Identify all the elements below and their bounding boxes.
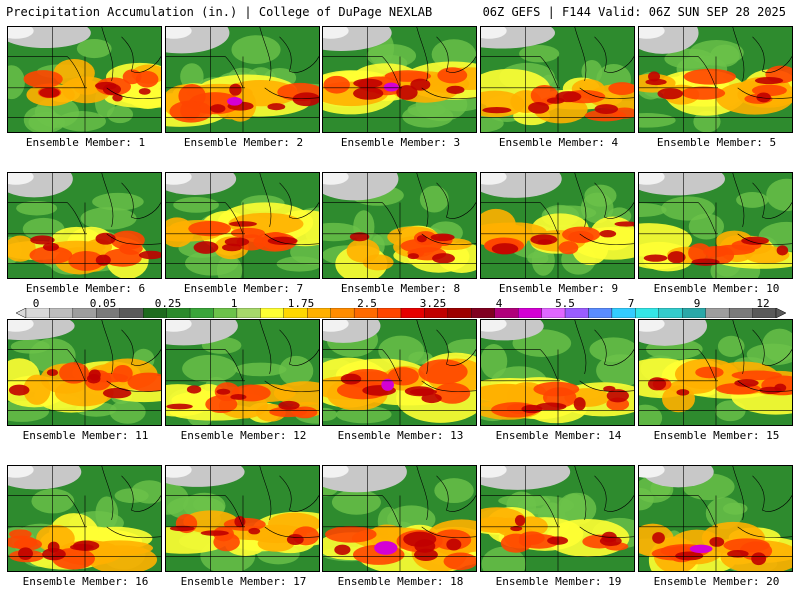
ensemble-member-label: Ensemble Member: 3: [340, 136, 461, 149]
colorbar-segment: [236, 308, 261, 318]
ensemble-member-map: [165, 26, 320, 133]
colorbar-tick-label: 5.5: [555, 297, 575, 310]
ensemble-member-map: [7, 172, 162, 279]
colorbar-segment: [658, 308, 683, 318]
ensemble-member-label: Ensemble Member: 16: [22, 575, 149, 588]
colorbar-tick-label: 12: [756, 297, 770, 310]
ensemble-member-map: [322, 319, 477, 426]
ensemble-member-label: Ensemble Member: 12: [180, 429, 307, 442]
colorbar-right-arrow: [775, 308, 786, 318]
ensemble-member-map: [7, 465, 162, 572]
ensemble-member-map: [165, 319, 320, 426]
colorbar-tick-label: 0: [32, 297, 40, 310]
ensemble-member-label: Ensemble Member: 11: [22, 429, 149, 442]
colorbar-segment: [705, 308, 730, 318]
precipitation-colorbar: [16, 308, 786, 318]
ensemble-member-label: Ensemble Member: 8: [340, 282, 461, 295]
ensemble-member-map: [480, 26, 635, 133]
ensemble-member-label: Ensemble Member: 15: [653, 429, 780, 442]
colorbar-segment: [119, 308, 144, 318]
colorbar-segment: [377, 308, 402, 318]
colorbar-tick-label: 1.75: [287, 297, 315, 310]
ensemble-member-label: Ensemble Member: 19: [495, 575, 622, 588]
colorbar-tick-label: 4: [495, 297, 503, 310]
colorbar-segment: [471, 308, 495, 318]
colorbar-tick-label: 2.5: [357, 297, 377, 310]
ensemble-member-map: [322, 172, 477, 279]
ensemble-member-map: [480, 465, 635, 572]
ensemble-member-map: [480, 172, 635, 279]
colorbar-segment: [447, 308, 472, 318]
ensemble-member-map: [165, 172, 320, 279]
ensemble-member-label: Ensemble Member: 10: [653, 282, 780, 295]
ensemble-member-label: Ensemble Member: 2: [183, 136, 304, 149]
ensemble-member-label: Ensemble Member: 18: [337, 575, 464, 588]
ensemble-member-label: Ensemble Member: 1: [25, 136, 146, 149]
ensemble-member-map: [165, 465, 320, 572]
ensemble-member-map: [638, 172, 793, 279]
colorbar-segment: [260, 308, 284, 318]
colorbar-segment: [330, 308, 355, 318]
colorbar-segment: [728, 308, 753, 318]
colorbar-tick-label: 0.25: [154, 297, 182, 310]
colorbar-segment: [588, 308, 613, 318]
ensemble-member-map: [638, 465, 793, 572]
ensemble-member-label: Ensemble Member: 6: [25, 282, 146, 295]
ensemble-member-label: Ensemble Member: 13: [337, 429, 464, 442]
colorbar-segment: [635, 308, 659, 318]
ensemble-member-map: [638, 319, 793, 426]
colorbar-tick-label: 7: [627, 297, 635, 310]
colorbar-tick-label: 9: [693, 297, 701, 310]
model-run-info: 06Z GEFS | F144 Valid: 06Z SUN SEP 28 20…: [482, 5, 786, 19]
ensemble-member-label: Ensemble Member: 9: [498, 282, 619, 295]
ensemble-member-label: Ensemble Member: 20: [653, 575, 780, 588]
ensemble-member-map: [480, 319, 635, 426]
colorbar-segment: [49, 308, 74, 318]
ensemble-member-map: [638, 26, 793, 133]
ensemble-member-label: Ensemble Member: 5: [656, 136, 777, 149]
ensemble-member-map: [322, 26, 477, 133]
colorbar-tick-label: 0.05: [89, 297, 117, 310]
ensemble-member-map: [7, 319, 162, 426]
colorbar-tick-label: 1: [230, 297, 238, 310]
ensemble-member-label: Ensemble Member: 17: [180, 575, 307, 588]
ensemble-member-label: Ensemble Member: 14: [495, 429, 622, 442]
ensemble-member-map: [7, 26, 162, 133]
colorbar-segment: [189, 308, 214, 318]
ensemble-member-map: [322, 465, 477, 572]
colorbar-left-arrow: [16, 308, 27, 318]
colorbar-tick-label: 3.25: [419, 297, 447, 310]
ensemble-member-label: Ensemble Member: 4: [498, 136, 619, 149]
ensemble-member-label: Ensemble Member: 7: [183, 282, 304, 295]
colorbar-segment: [518, 308, 542, 318]
map-title: Precipitation Accumulation (in.) | Colle…: [6, 5, 433, 19]
